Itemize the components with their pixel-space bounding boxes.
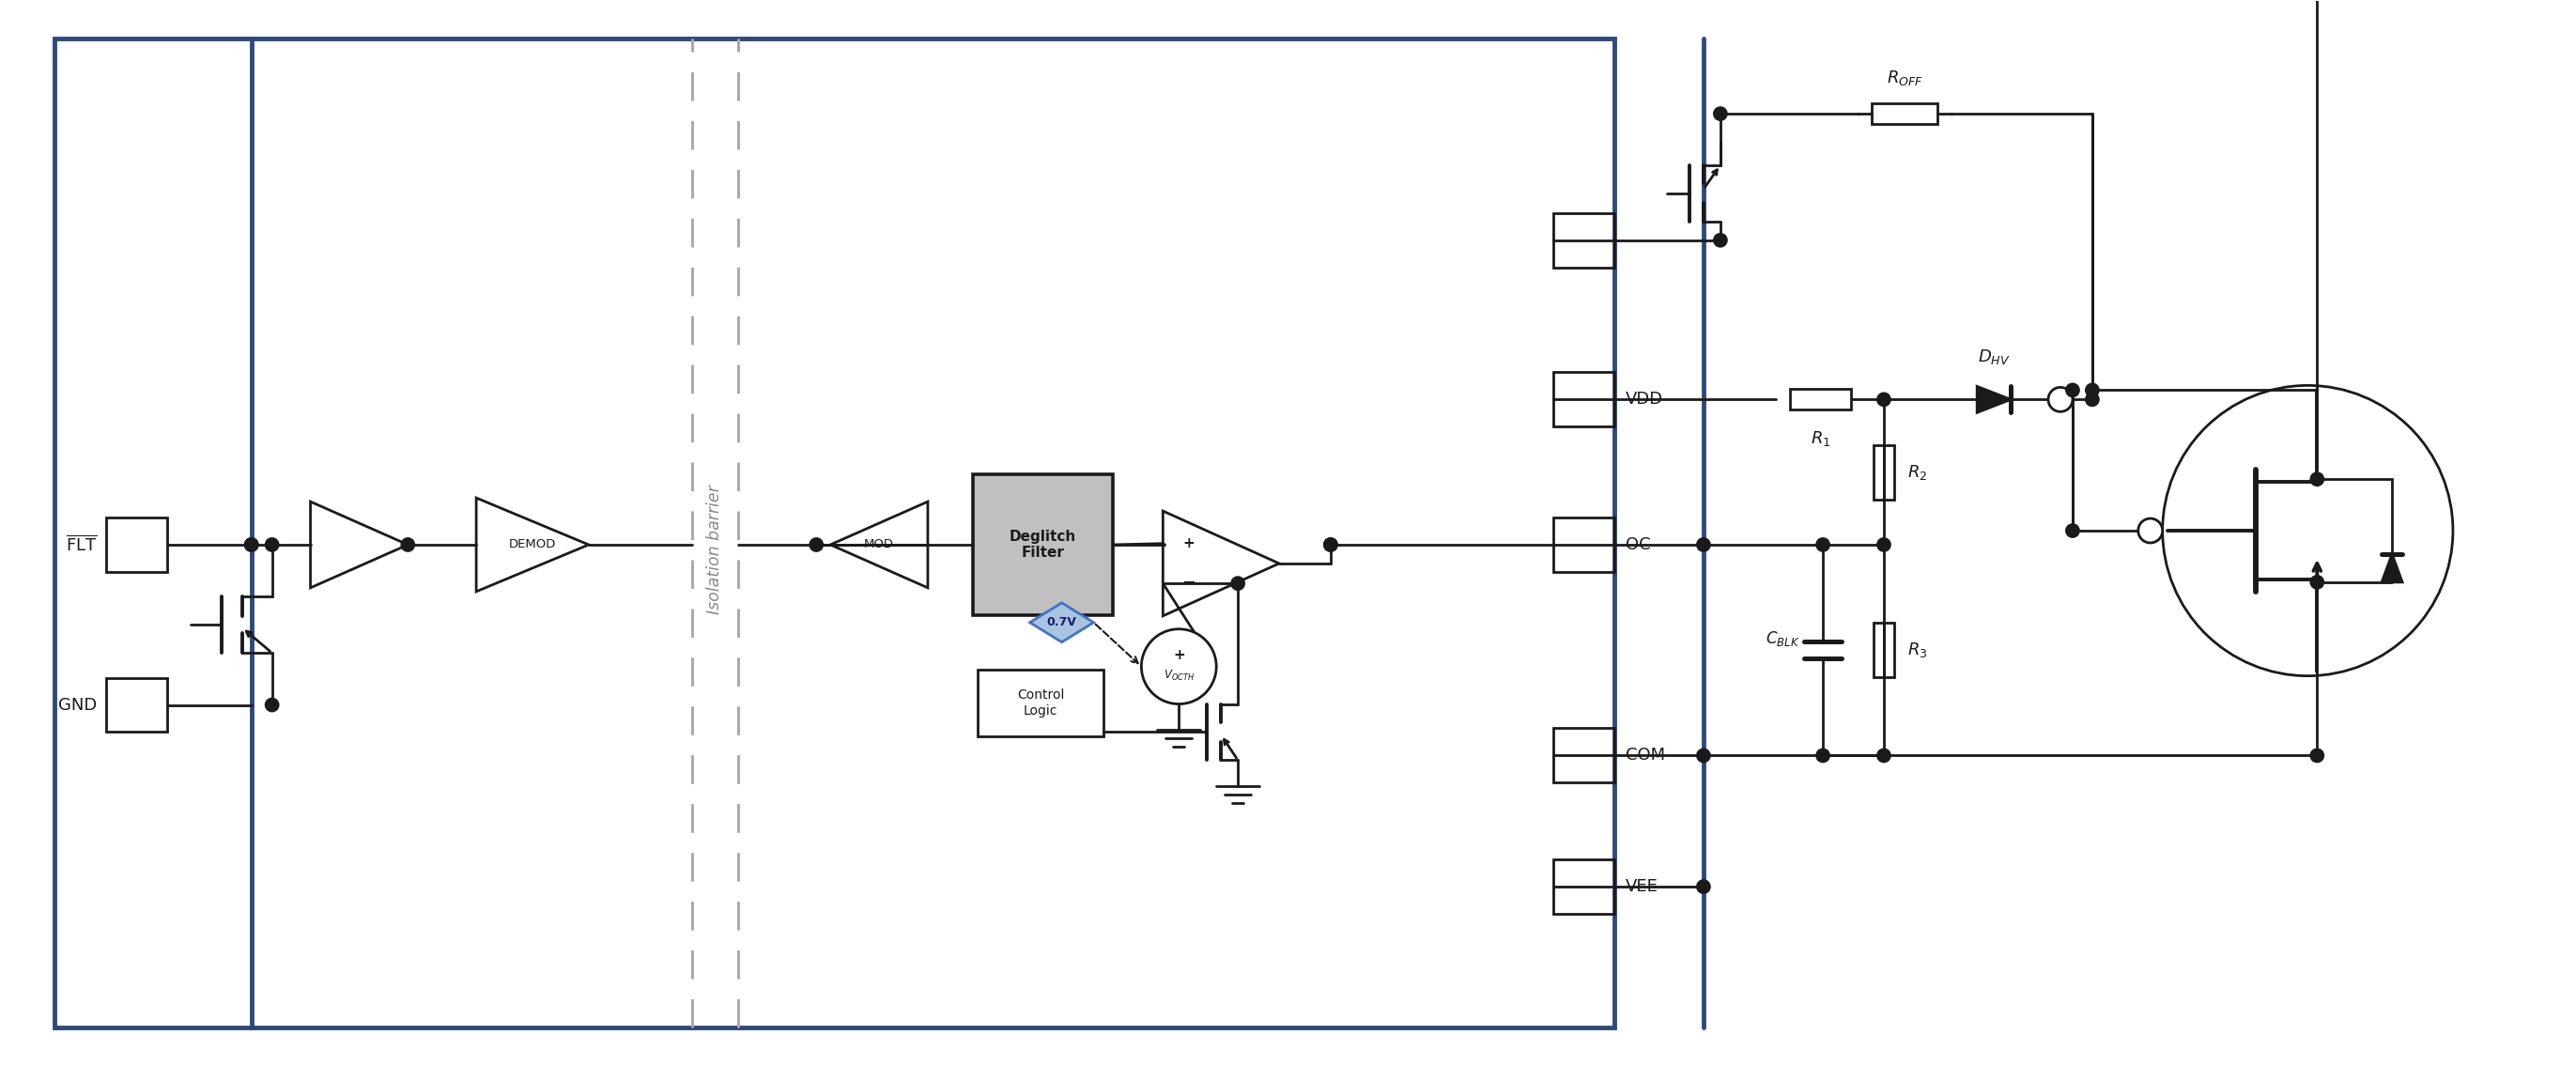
Text: +: + bbox=[1182, 536, 1195, 550]
Polygon shape bbox=[312, 502, 407, 587]
Bar bbox=[106, 517, 167, 571]
Circle shape bbox=[1141, 629, 1216, 704]
Circle shape bbox=[2161, 386, 2452, 676]
Circle shape bbox=[1698, 538, 1710, 551]
Text: $V_{OCTH}$: $V_{OCTH}$ bbox=[1164, 668, 1195, 683]
Circle shape bbox=[2066, 384, 2079, 397]
Text: +: + bbox=[1172, 648, 1185, 662]
Circle shape bbox=[265, 538, 278, 551]
Circle shape bbox=[1713, 233, 1726, 247]
Text: $\overline{\mathrm{FLT}}$: $\overline{\mathrm{FLT}}$ bbox=[64, 535, 98, 554]
Polygon shape bbox=[477, 498, 590, 592]
Bar bbox=[976, 669, 1105, 737]
Text: OC: OC bbox=[1625, 536, 1651, 553]
Text: $D_{HV}$: $D_{HV}$ bbox=[1978, 348, 2009, 367]
Bar bbox=[1553, 728, 1615, 782]
Text: MOD: MOD bbox=[863, 538, 894, 551]
Circle shape bbox=[402, 538, 415, 551]
Circle shape bbox=[2138, 518, 2161, 543]
Circle shape bbox=[245, 538, 258, 551]
Text: Control
Logic: Control Logic bbox=[1018, 689, 1064, 717]
Text: VDD: VDD bbox=[1625, 391, 1664, 408]
Circle shape bbox=[2087, 392, 2099, 406]
Bar bbox=[1873, 103, 1937, 124]
Text: VEE: VEE bbox=[1625, 878, 1659, 895]
Circle shape bbox=[1324, 538, 1337, 551]
Circle shape bbox=[1713, 107, 1726, 120]
Bar bbox=[1553, 372, 1615, 426]
Circle shape bbox=[265, 698, 278, 712]
Polygon shape bbox=[2383, 554, 2403, 582]
Bar bbox=[1553, 213, 1615, 268]
Bar bbox=[106, 678, 167, 732]
Bar bbox=[54, 38, 1615, 1028]
Circle shape bbox=[1324, 538, 1337, 551]
Text: GND: GND bbox=[59, 696, 98, 713]
Circle shape bbox=[2048, 387, 2074, 411]
Text: Deglitch
Filter: Deglitch Filter bbox=[1010, 530, 1077, 560]
Text: $R_{OFF}$: $R_{OFF}$ bbox=[1886, 68, 1924, 87]
Text: DEMOD: DEMOD bbox=[510, 538, 556, 551]
Polygon shape bbox=[1030, 602, 1095, 642]
Circle shape bbox=[2311, 472, 2324, 486]
Text: COM: COM bbox=[1625, 747, 1664, 764]
Text: $R_2$: $R_2$ bbox=[1906, 463, 1927, 482]
Bar bbox=[1553, 517, 1615, 571]
Bar bbox=[1790, 389, 1852, 409]
Circle shape bbox=[2311, 748, 2324, 762]
Text: $R_3$: $R_3$ bbox=[1906, 641, 1927, 660]
Circle shape bbox=[1878, 748, 1891, 762]
Text: −: − bbox=[1182, 575, 1195, 592]
Circle shape bbox=[809, 538, 824, 551]
Bar bbox=[974, 474, 1113, 615]
Circle shape bbox=[1878, 392, 1891, 406]
Text: $C_{BLK}$: $C_{BLK}$ bbox=[1765, 630, 1801, 648]
Circle shape bbox=[245, 538, 258, 551]
Circle shape bbox=[2066, 523, 2079, 537]
Circle shape bbox=[2311, 576, 2324, 588]
Polygon shape bbox=[829, 502, 927, 587]
Circle shape bbox=[1698, 748, 1710, 762]
Circle shape bbox=[1816, 748, 1829, 762]
Circle shape bbox=[2087, 384, 2099, 397]
Text: 0.7V: 0.7V bbox=[1046, 616, 1077, 629]
Circle shape bbox=[1816, 538, 1829, 551]
Bar bbox=[1553, 859, 1615, 914]
Bar bbox=[1873, 445, 1893, 499]
Circle shape bbox=[1231, 577, 1244, 591]
Text: $R_1$: $R_1$ bbox=[1811, 430, 1832, 449]
Polygon shape bbox=[1162, 511, 1280, 616]
Bar bbox=[1873, 623, 1893, 677]
Text: Isolation barrier: Isolation barrier bbox=[706, 485, 724, 614]
Polygon shape bbox=[1976, 386, 2012, 413]
Circle shape bbox=[1698, 879, 1710, 893]
Circle shape bbox=[1878, 538, 1891, 551]
